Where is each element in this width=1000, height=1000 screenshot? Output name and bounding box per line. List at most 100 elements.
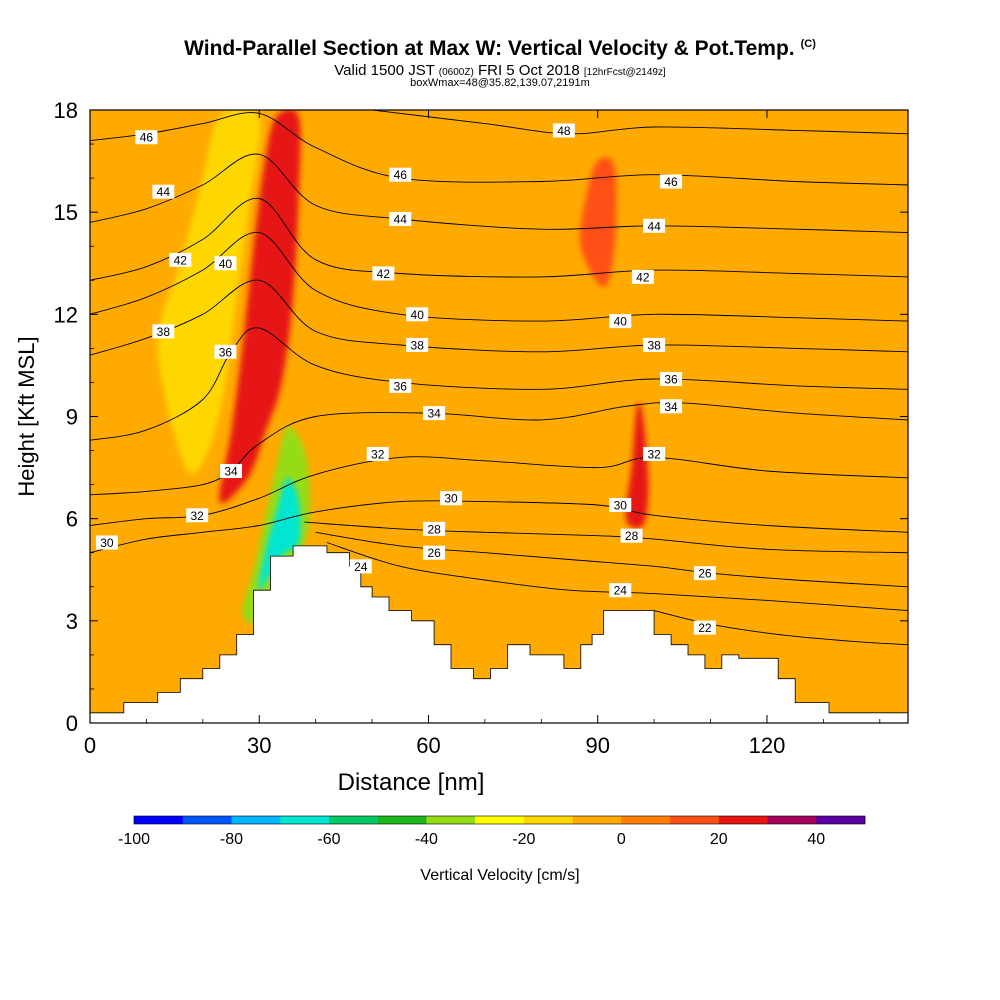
colorbar-swatch bbox=[377, 816, 427, 824]
colorbar-tick-label: -100 bbox=[118, 831, 150, 848]
y-tick-label: 12 bbox=[54, 302, 78, 327]
contour-label: 32 bbox=[366, 446, 389, 461]
contour-label: 38 bbox=[406, 337, 429, 352]
contour-label: 46 bbox=[135, 130, 158, 145]
svg-text:30: 30 bbox=[100, 536, 114, 550]
colorbar-swatch bbox=[523, 816, 573, 824]
svg-text:38: 38 bbox=[411, 338, 425, 352]
contour-label-layer: 46 44 42 40 38 36 34 32 30 46 44 42 40 38 36 34 32 30 28 26… bbox=[95, 123, 716, 635]
contour-label: 40 bbox=[406, 307, 429, 322]
colorbar-swatch bbox=[718, 816, 768, 824]
contour-label: 32 bbox=[643, 446, 666, 461]
svg-text:36: 36 bbox=[219, 345, 233, 359]
svg-text:32: 32 bbox=[647, 447, 661, 461]
svg-text:28: 28 bbox=[427, 522, 441, 536]
contour-label: 34 bbox=[423, 406, 446, 421]
x-tick-label: 30 bbox=[247, 733, 271, 758]
y-tick-label: 0 bbox=[66, 711, 78, 736]
contour-label: 22 bbox=[693, 620, 716, 635]
colorbar-label: Vertical Velocity [cm/s] bbox=[420, 867, 579, 884]
svg-text:32: 32 bbox=[191, 509, 205, 523]
contour-label: 36 bbox=[214, 344, 237, 359]
contour-label: 42 bbox=[169, 252, 192, 267]
y-tick-label: 18 bbox=[54, 98, 78, 123]
chart-box-info: boxWmax=48@35.82,139.07,2191m bbox=[410, 77, 590, 89]
contour-label: 24 bbox=[349, 559, 372, 574]
colorbar-tick-label: 0 bbox=[617, 831, 626, 848]
svg-text:42: 42 bbox=[174, 253, 188, 267]
svg-text:40: 40 bbox=[219, 257, 233, 271]
contour-label: 42 bbox=[372, 266, 395, 281]
svg-text:46: 46 bbox=[664, 175, 678, 189]
contour-label: 34 bbox=[660, 399, 683, 414]
svg-text:44: 44 bbox=[157, 185, 171, 199]
contour-label: 38 bbox=[152, 324, 175, 339]
colorbar-swatch bbox=[767, 816, 817, 824]
contour-label: 34 bbox=[220, 463, 243, 478]
theta-contour-30 bbox=[90, 500, 908, 554]
colorbar-swatch bbox=[475, 816, 525, 824]
contour-label: 42 bbox=[631, 269, 654, 284]
svg-text:34: 34 bbox=[427, 407, 441, 421]
y-tick-label: 15 bbox=[54, 200, 78, 225]
velocity-region-upper-updraft-east bbox=[580, 157, 617, 288]
svg-text:42: 42 bbox=[636, 270, 650, 284]
colorbar-swatch bbox=[328, 816, 378, 824]
chart-subtitle: Valid 1500 JST (0600Z) FRI 5 Oct 2018 [1… bbox=[334, 62, 666, 79]
theta-contour-48 bbox=[372, 110, 908, 135]
svg-text:48: 48 bbox=[557, 124, 571, 138]
svg-text:42: 42 bbox=[377, 267, 391, 281]
contour-label: 40 bbox=[214, 256, 237, 271]
velocity-region-wave-updraft-east bbox=[625, 402, 649, 529]
svg-text:22: 22 bbox=[698, 621, 712, 635]
x-tick-label: 0 bbox=[84, 733, 96, 758]
contour-label: 38 bbox=[643, 337, 666, 352]
contour-label: 30 bbox=[609, 498, 632, 513]
contour-label: 32 bbox=[186, 508, 209, 523]
velocity-fill-layer bbox=[157, 110, 649, 624]
colorbar-tick-label: -20 bbox=[512, 831, 535, 848]
colorbar-swatch bbox=[816, 816, 866, 824]
svg-text:40: 40 bbox=[411, 308, 425, 322]
theta-contour-24 bbox=[326, 542, 908, 612]
contour-label: 30 bbox=[95, 535, 118, 550]
contour-label: 26 bbox=[693, 566, 716, 581]
contour-label: 40 bbox=[609, 314, 632, 329]
contour-label: 46 bbox=[389, 167, 412, 182]
svg-text:36: 36 bbox=[664, 373, 678, 387]
contour-label: 24 bbox=[609, 583, 632, 598]
contour-label: 44 bbox=[643, 218, 666, 233]
theta-contour-36 bbox=[90, 327, 908, 441]
svg-text:34: 34 bbox=[664, 400, 678, 414]
x-tick-label: 90 bbox=[585, 733, 609, 758]
svg-text:44: 44 bbox=[394, 212, 408, 226]
chart-title: Wind-Parallel Section at Max W: Vertical… bbox=[184, 37, 816, 60]
svg-text:34: 34 bbox=[224, 464, 238, 478]
svg-text:38: 38 bbox=[157, 325, 171, 339]
x-tick-label: 60 bbox=[416, 733, 440, 758]
svg-text:24: 24 bbox=[354, 560, 368, 574]
colorbar-swatch bbox=[670, 816, 720, 824]
svg-text:36: 36 bbox=[394, 379, 408, 393]
colorbar-swatch bbox=[280, 816, 330, 824]
theta-contour-28 bbox=[304, 521, 908, 554]
velocity-region-downdraft-deep bbox=[258, 477, 301, 591]
x-tick-label: 120 bbox=[749, 733, 786, 758]
colorbar-swatch bbox=[426, 816, 476, 824]
contour-label: 46 bbox=[660, 174, 683, 189]
colorbar-tick-label: 40 bbox=[807, 831, 825, 848]
y-tick-label: 6 bbox=[66, 507, 78, 532]
svg-text:46: 46 bbox=[394, 168, 408, 182]
title-mark: (C) bbox=[800, 38, 816, 50]
theta-contour-layer bbox=[90, 110, 908, 646]
svg-text:40: 40 bbox=[614, 315, 628, 329]
colorbar-tick-label: 20 bbox=[710, 831, 728, 848]
svg-text:30: 30 bbox=[444, 492, 458, 506]
svg-text:32: 32 bbox=[371, 447, 385, 461]
svg-text:26: 26 bbox=[698, 567, 712, 581]
colorbar-swatch bbox=[182, 816, 232, 824]
svg-text:38: 38 bbox=[647, 338, 661, 352]
colorbar-swatch bbox=[134, 816, 184, 824]
velocity-region-downdraft-band bbox=[157, 110, 261, 475]
